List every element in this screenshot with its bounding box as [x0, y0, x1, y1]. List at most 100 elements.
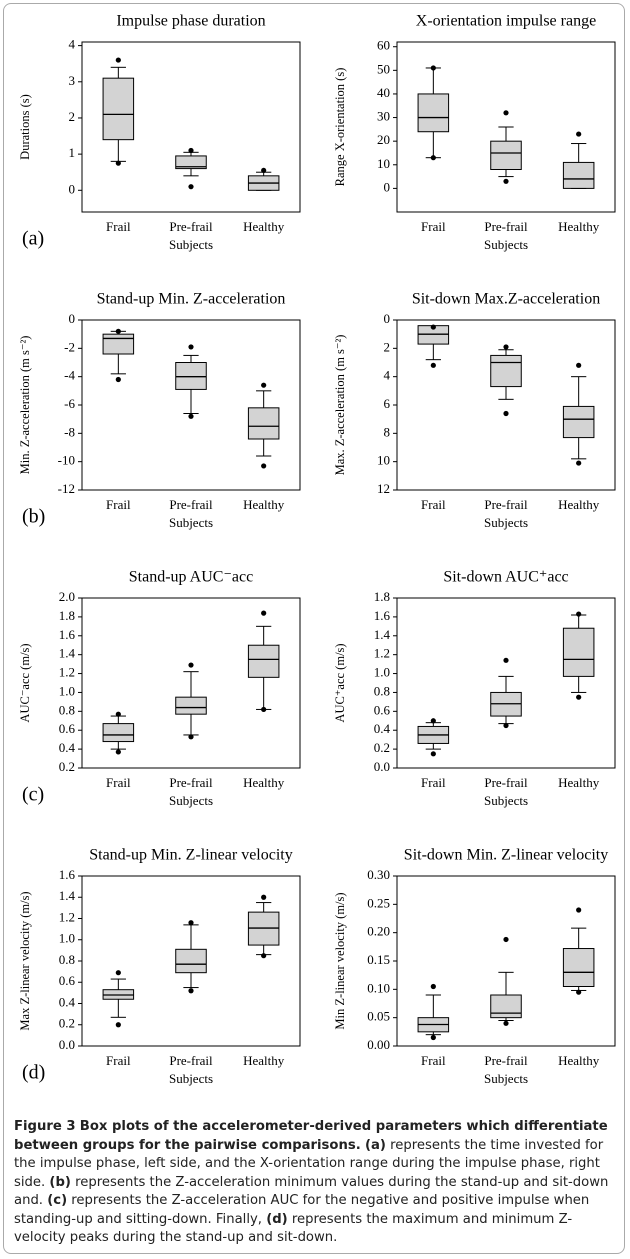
- box: [102, 77, 135, 141]
- y-tick-label: -4: [64, 368, 75, 383]
- y-tick-label: 50: [377, 61, 390, 76]
- box: [562, 948, 595, 987]
- outlier: [188, 344, 194, 350]
- y-axis-label: Max. Z-acceleration (m s⁻²): [333, 335, 347, 476]
- box: [247, 407, 280, 440]
- plot-frame: [81, 41, 301, 213]
- y-tick-label: -10: [58, 453, 75, 468]
- box: [490, 140, 522, 171]
- outlier: [576, 611, 582, 617]
- outlier: [430, 1034, 436, 1041]
- y-tick-label: 2: [384, 339, 391, 354]
- x-tick-label: Pre-frail: [169, 1053, 213, 1068]
- x-axis-label: Subjects: [484, 793, 528, 808]
- y-tick-label: 0.10: [367, 980, 390, 995]
- y-tick-label: 1.8: [374, 589, 390, 604]
- outlier: [188, 920, 194, 926]
- y-tick-label: 1.0: [59, 931, 75, 946]
- y-tick-label: 0.05: [367, 1009, 390, 1024]
- x-tick-label: Frail: [106, 775, 131, 790]
- outlier: [115, 328, 121, 334]
- y-tick-label: 4: [384, 368, 391, 383]
- x-tick-label: Pre-frail: [484, 497, 528, 512]
- y-tick-label: 0.4: [374, 721, 391, 736]
- plot-frame: [81, 597, 301, 769]
- y-tick-label: 6: [384, 396, 391, 411]
- outlier: [576, 131, 582, 137]
- outlier: [188, 184, 194, 190]
- x-tick-label: Pre-frail: [484, 1053, 528, 1068]
- x-tick-label: Healthy: [243, 775, 285, 790]
- outlier: [576, 362, 582, 368]
- x-tick-label: Healthy: [243, 1053, 285, 1068]
- y-axis-label: Durations (s): [18, 94, 32, 160]
- y-tick-label: 1.2: [59, 909, 75, 924]
- y-tick-label: 0.4: [59, 994, 76, 1009]
- box: [562, 161, 595, 189]
- box: [175, 362, 207, 390]
- box: [175, 696, 207, 715]
- y-tick-label: 0.2: [59, 759, 75, 774]
- box: [247, 644, 280, 678]
- plot-frame: [396, 597, 616, 769]
- outlier: [576, 694, 582, 700]
- outlier: [576, 989, 582, 995]
- y-tick-label: 0.4: [59, 740, 76, 755]
- chart-title: Stand-up Min. Z-linear velocity: [89, 847, 293, 864]
- outlier: [115, 160, 121, 166]
- panel-label: (a): [22, 228, 44, 250]
- box: [175, 155, 207, 170]
- y-tick-label: -8: [64, 424, 75, 439]
- x-axis-label: Subjects: [169, 1071, 213, 1086]
- box: [102, 333, 135, 355]
- y-tick-label: 40: [377, 85, 390, 100]
- caption-text: represents the maximum and minimum Z-vel…: [14, 1211, 573, 1246]
- y-tick-label: 1.2: [59, 665, 75, 680]
- outlier: [115, 749, 121, 755]
- x-tick-label: Frail: [421, 775, 446, 790]
- y-tick-label: 0.8: [59, 952, 75, 967]
- outlier: [576, 907, 582, 913]
- y-tick-label: 3: [69, 73, 76, 88]
- outlier: [261, 953, 267, 959]
- y-tick-label: 1.6: [59, 867, 76, 882]
- x-tick-label: Pre-frail: [169, 775, 213, 790]
- outlier: [261, 894, 267, 900]
- y-axis-label: Min Z-linear velocity (m/s): [333, 892, 347, 1029]
- x-axis-label: Subjects: [169, 237, 213, 252]
- outlier: [188, 147, 194, 154]
- x-axis-label: Subjects: [484, 237, 528, 252]
- y-tick-label: 0.2: [59, 1016, 75, 1031]
- outlier: [503, 936, 509, 943]
- x-tick-label: Pre-frail: [169, 497, 213, 512]
- box: [417, 93, 450, 133]
- box: [562, 405, 595, 439]
- y-tick-label: 1.4: [59, 646, 76, 661]
- y-tick-label: 0: [384, 179, 391, 194]
- caption-text: represents the Z-acceleration AUC for th…: [14, 1193, 590, 1227]
- box: [490, 994, 522, 1019]
- outlier: [430, 324, 436, 330]
- y-tick-label: 0: [384, 311, 391, 326]
- outlier: [430, 362, 436, 368]
- y-tick-label: 4: [69, 37, 76, 52]
- y-tick-label: 1.4: [374, 627, 391, 642]
- y-tick-label: 2: [69, 109, 76, 124]
- y-tick-label: 60: [377, 38, 390, 53]
- x-tick-label: Healthy: [243, 219, 285, 234]
- y-tick-label: 8: [384, 424, 391, 439]
- outlier: [430, 983, 436, 990]
- y-tick-label: 2.0: [59, 589, 75, 604]
- chart-title: Sit-down Min. Z-linear velocity: [404, 847, 608, 864]
- y-tick-label: 0.6: [374, 702, 391, 717]
- outlier: [115, 970, 121, 976]
- y-tick-label: 20: [377, 132, 390, 147]
- y-tick-label: 0.6: [59, 973, 76, 988]
- x-axis-label: Subjects: [169, 793, 213, 808]
- y-tick-label: 0.20: [367, 924, 390, 939]
- x-tick-label: Frail: [106, 1053, 131, 1068]
- y-tick-label: 1: [69, 145, 76, 160]
- outlier: [430, 65, 436, 71]
- outlier: [115, 711, 121, 717]
- caption-text: represents the Z-acceleration minimum va…: [14, 1174, 609, 1209]
